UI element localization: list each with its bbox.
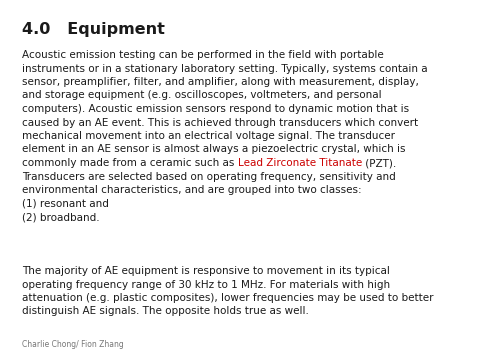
Text: (PZT).: (PZT). [362, 158, 396, 168]
Text: caused by an AE event. This is achieved through transducers which convert: caused by an AE event. This is achieved … [22, 118, 418, 127]
Text: element in an AE sensor is almost always a piezoelectric crystal, which is: element in an AE sensor is almost always… [22, 144, 406, 155]
Text: computers). Acoustic emission sensors respond to dynamic motion that is: computers). Acoustic emission sensors re… [22, 104, 409, 114]
Text: sensor, preamplifier, filter, and amplifier, along with measurement, display,: sensor, preamplifier, filter, and amplif… [22, 77, 419, 87]
Text: (2) broadband.: (2) broadband. [22, 212, 100, 222]
Text: operating frequency range of 30 kHz to 1 MHz. For materials with high: operating frequency range of 30 kHz to 1… [22, 280, 390, 289]
Text: Transducers are selected based on operating frequency, sensitivity and: Transducers are selected based on operat… [22, 172, 396, 181]
Text: The majority of AE equipment is responsive to movement in its typical: The majority of AE equipment is responsi… [22, 266, 390, 276]
Text: and storage equipment (e.g. oscilloscopes, voltmeters, and personal: and storage equipment (e.g. oscilloscope… [22, 90, 382, 101]
Text: Charlie Chong/ Fion Zhang: Charlie Chong/ Fion Zhang [22, 340, 124, 349]
Text: distinguish AE signals. The opposite holds true as well.: distinguish AE signals. The opposite hol… [22, 306, 309, 317]
Text: (1) resonant and: (1) resonant and [22, 198, 109, 209]
Text: mechanical movement into an electrical voltage signal. The transducer: mechanical movement into an electrical v… [22, 131, 395, 141]
Text: Acoustic emission testing can be performed in the field with portable: Acoustic emission testing can be perform… [22, 50, 384, 60]
Text: commonly made from a ceramic such as: commonly made from a ceramic such as [22, 158, 238, 168]
Text: Lead Zirconate Titanate: Lead Zirconate Titanate [238, 158, 362, 168]
Text: 4.0   Equipment: 4.0 Equipment [22, 22, 165, 37]
Text: instruments or in a stationary laboratory setting. Typically, systems contain a: instruments or in a stationary laborator… [22, 64, 428, 73]
Text: environmental characteristics, and are grouped into two classes:: environmental characteristics, and are g… [22, 185, 361, 195]
Text: attenuation (e.g. plastic composites), lower frequencies may be used to better: attenuation (e.g. plastic composites), l… [22, 293, 434, 303]
